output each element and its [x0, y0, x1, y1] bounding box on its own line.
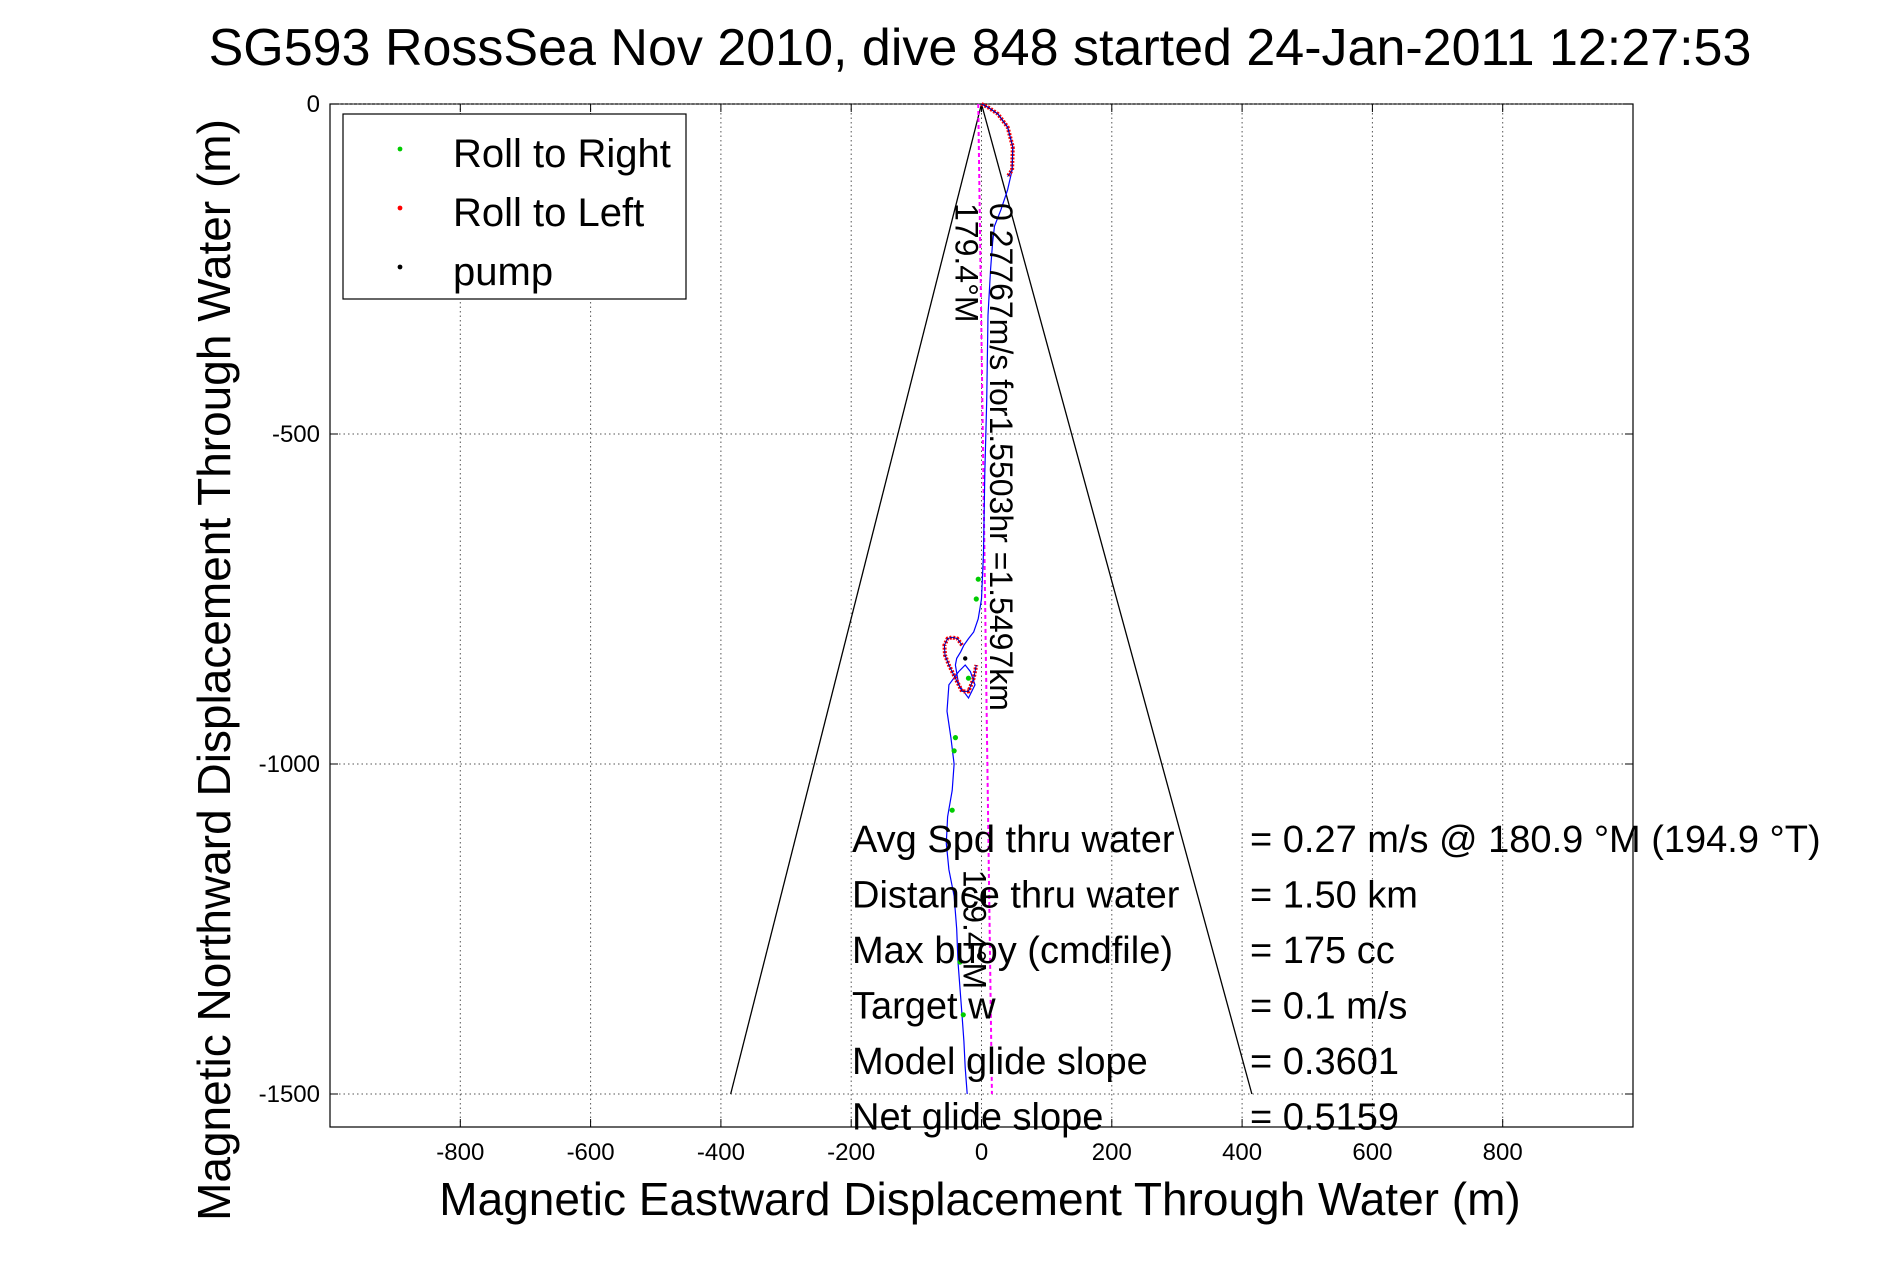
annotation-value: = 0.1 m/s [1250, 986, 1407, 1028]
x-axis-label: Magnetic Eastward Displacement Through W… [439, 1173, 1520, 1225]
y-axis-label: Magnetic Northward Displacement Through … [188, 119, 240, 1221]
x-tick-label: 400 [1222, 1139, 1262, 1166]
roll-right-point [951, 748, 957, 754]
x-tick-label: 200 [1092, 1139, 1132, 1166]
pump-point [963, 656, 968, 661]
x-tick-label: 600 [1352, 1139, 1392, 1166]
annotation-label: Avg Spd thru water [852, 819, 1175, 861]
annotation-value: = 1.50 km [1250, 875, 1418, 917]
annotation-value: = 0.5159 [1250, 1097, 1399, 1139]
legend-label: Roll to Left [453, 191, 644, 235]
course-label: 179.4°M [956, 870, 992, 990]
annotation-label: Distance thru water [852, 875, 1180, 917]
course-label: 179.4°M [948, 203, 984, 323]
x-tick-label: -400 [697, 1139, 745, 1166]
roll-right-point [957, 959, 963, 965]
course-labels: 179.4°M0.27767m/s for1.5503hr =1.5497km1… [948, 203, 1019, 989]
roll-right-point [975, 576, 981, 582]
x-tick-label: -200 [827, 1139, 875, 1166]
course-label: 0.27767m/s for1.5503hr =1.5497km [983, 203, 1019, 711]
chart-title: SG593 RossSea Nov 2010, dive 848 started… [209, 19, 1752, 77]
roll-right-point [960, 1012, 966, 1018]
annotation-label: Net glide slope [852, 1097, 1103, 1139]
y-tick-label: -500 [272, 421, 320, 448]
heading-cone [730, 103, 1253, 1095]
dive-track-layer [942, 102, 1015, 1095]
cone-right-edge [980, 103, 1253, 1095]
dive-track-line [945, 103, 1014, 1095]
roll-right-point [949, 807, 955, 813]
legend-marker [397, 146, 403, 152]
roll-right-point [952, 735, 959, 741]
annotation-label: Max buoy (cmdfile) [852, 930, 1173, 972]
cone-left-edge [730, 103, 983, 1095]
x-tick-label: -600 [567, 1139, 615, 1166]
roll-right-point [973, 596, 979, 602]
annotation-value: = 175 cc [1250, 930, 1395, 972]
annotation-value: = 0.3601 [1250, 1041, 1399, 1083]
axis-ticks: -800 -600 -400 -200 0 200 400 600 800 0 -500 -1000 -… [259, 91, 1633, 1166]
grid-lines [330, 103, 1633, 1127]
roll-left-segment-core [981, 103, 1014, 177]
legend-label: Roll to Right [453, 132, 671, 176]
annotation-value: = 0.27 m/s @ 180.9 °M (194.9 °T) [1250, 819, 1821, 861]
y-tick-label: 0 [307, 91, 320, 118]
roll-left-segment-core [943, 636, 977, 692]
roll-right-point [965, 675, 972, 681]
y-tick-label: -1000 [259, 751, 320, 778]
x-tick-label: 0 [975, 1139, 988, 1166]
legend-label: pump [453, 250, 553, 294]
x-tick-label: -800 [436, 1139, 484, 1166]
legend: Roll to Right Roll to Left pump [342, 113, 687, 300]
y-tick-label: -1500 [259, 1081, 320, 1108]
legend-marker [397, 264, 403, 270]
annotation-table: Avg Spd thru water = 0.27 m/s @ 180.9 °M … [852, 819, 1821, 1139]
annotation-label: Model glide slope [852, 1041, 1148, 1083]
legend-marker [397, 205, 403, 211]
x-tick-label: 800 [1483, 1139, 1523, 1166]
annotation-label: Target w [852, 986, 996, 1028]
